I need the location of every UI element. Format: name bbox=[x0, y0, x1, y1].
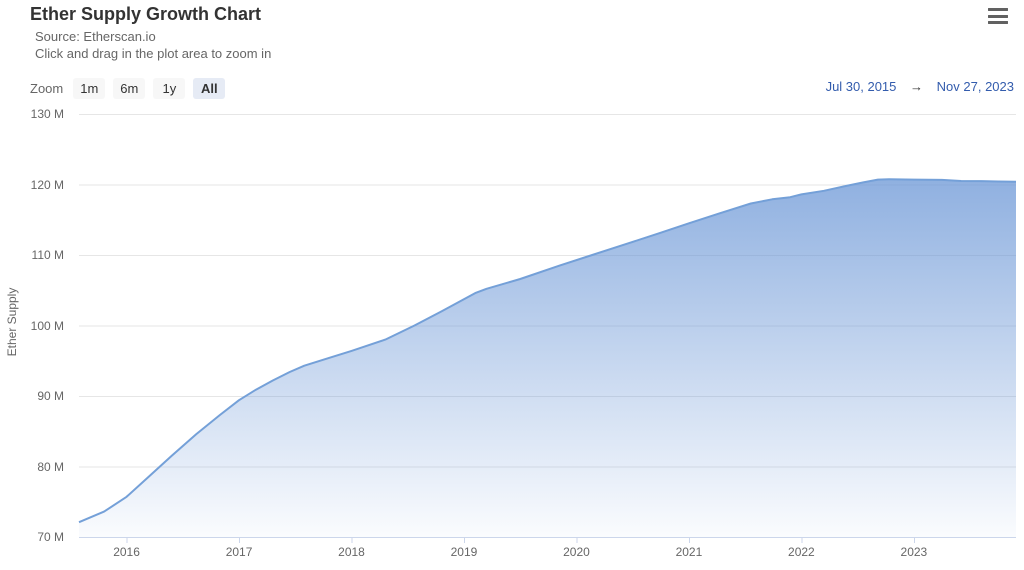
zoom-button-1y[interactable]: 1y bbox=[153, 77, 186, 99]
x-axis-label-2019: 2019 bbox=[450, 545, 478, 559]
range-selector: Zoom 1m 6m 1y All bbox=[30, 76, 233, 100]
y-axis-label-90: 90 M bbox=[37, 389, 64, 403]
zoom-button-all[interactable]: All bbox=[193, 77, 226, 99]
x-axis-label-2020: 2020 bbox=[563, 545, 590, 559]
x-axis-label-2018: 2018 bbox=[338, 545, 365, 559]
y-axis-label-80: 80 M bbox=[37, 459, 64, 474]
date-range-arrow-icon: → bbox=[910, 79, 924, 94]
supply-line-series bbox=[78, 178, 1017, 524]
to-date-input[interactable]: Nov 27, 2023 bbox=[936, 79, 1014, 94]
zoom-buttons-group: 1m 6m 1y All bbox=[73, 77, 233, 99]
y-axis-label-120: 120 M bbox=[30, 177, 64, 192]
y-axis-label-110: 110 M bbox=[31, 248, 64, 262]
x-axis-label-2016: 2016 bbox=[113, 545, 140, 559]
y-axis-label-130: 130 M bbox=[30, 107, 64, 121]
zoom-button-6m[interactable]: 6m bbox=[113, 77, 146, 99]
chart-source-subtitle: Source: Etherscan.io bbox=[35, 29, 156, 44]
x-axis-label-2022: 2022 bbox=[788, 545, 815, 559]
page-title: Ether Supply Growth Chart bbox=[30, 4, 262, 24]
x-axis-label-2017: 2017 bbox=[225, 545, 253, 559]
x-axis-label-2023: 2023 bbox=[900, 545, 928, 559]
supply-area-fill bbox=[79, 179, 1016, 537]
chart-zoom-hint: Click and drag in the plot area to zoom … bbox=[35, 46, 272, 61]
hamburger-menu-icon[interactable] bbox=[988, 8, 1008, 24]
y-axis-label-70: 70 M bbox=[37, 530, 64, 544]
x-axis-label-2021: 2021 bbox=[675, 545, 703, 559]
zoom-label: Zoom bbox=[30, 80, 64, 96]
zoom-button-1m[interactable]: 1m bbox=[73, 77, 106, 99]
from-date-input[interactable]: Jul 30, 2015 bbox=[825, 79, 897, 94]
date-range: Jul 30, 2015 → Nov 27, 2023 bbox=[826, 79, 1014, 94]
y-axis-label-100: 100 M bbox=[30, 318, 64, 333]
